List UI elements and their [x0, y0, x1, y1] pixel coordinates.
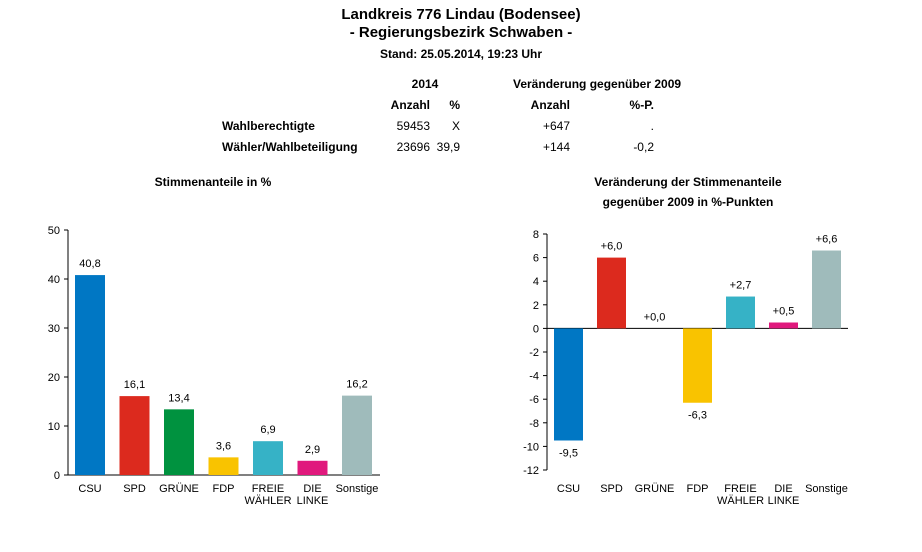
change-value-label: -6,3	[688, 410, 707, 422]
change-y-tick-label: 4	[533, 276, 539, 288]
change-y-tick-label: -2	[529, 347, 539, 359]
change-value-label: -9,5	[559, 448, 578, 460]
shares-category-label: WÄHLER	[244, 495, 291, 507]
shares-value-label: 16,2	[346, 379, 367, 391]
change-y-tick-label: -10	[523, 441, 539, 453]
shares-bar-csu	[75, 275, 105, 475]
shares-category-label: Sonstige	[336, 483, 379, 495]
table-header-chg-pct: %-P.	[629, 98, 654, 112]
shares-y-tick-label: 10	[48, 421, 60, 433]
change-category-label: Sonstige	[805, 483, 848, 495]
page-subtitle: - Regierungsbezirk Schwaben -	[349, 24, 573, 41]
shares-value-label: 16,1	[124, 379, 145, 391]
change-category-label: SPD	[600, 483, 623, 495]
chart-title-change: Veränderung der Stimmenanteile	[594, 175, 782, 189]
change-category-label: DIE	[774, 483, 792, 495]
change-bar-sonstige	[812, 250, 841, 329]
shares-y-tick-label: 30	[48, 323, 60, 335]
shares-bar-grüne	[164, 409, 194, 475]
change-bar-fdp	[683, 328, 712, 403]
table-header-anzahl: Anzahl	[390, 98, 430, 112]
change-value-label: +0,5	[773, 306, 795, 318]
row-chg-pct: .	[650, 119, 654, 133]
shares-y-tick-label: 50	[48, 225, 60, 237]
shares-bar-die-linke	[297, 460, 328, 475]
change-value-label: +0,0	[644, 311, 666, 323]
chart-title-shares: Stimmenanteile in %	[154, 175, 272, 189]
row-pct: X	[451, 119, 460, 133]
change-y-tick-label: 6	[533, 253, 539, 265]
shares-bar-freie-wähler	[253, 441, 283, 475]
shares-category-label: DIE	[303, 483, 321, 495]
change-category-label: FDP	[687, 483, 709, 495]
change-y-tick-label: -4	[529, 371, 539, 383]
shares-category-label: FREIE	[252, 483, 284, 495]
change-bar-spd	[597, 257, 626, 329]
row-label: Wähler/Wahlbeteiligung	[222, 140, 358, 154]
row-chg-pct: -0,2	[633, 140, 654, 154]
row-anzahl: 23696	[396, 140, 430, 154]
shares-y-tick-label: 20	[48, 372, 60, 384]
change-y-tick-label: 0	[533, 323, 539, 335]
change-category-label: FREIE	[724, 483, 756, 495]
change-y-tick-label: -8	[529, 418, 539, 430]
table-group-2014: 2014	[411, 77, 439, 91]
chart-subtitle-change: gegenüber 2009 in %-Punkten	[602, 195, 774, 209]
shares-category-label: LINKE	[297, 495, 329, 507]
shares-category-label: FDP	[213, 483, 235, 495]
change-y-tick-label: 2	[533, 300, 539, 312]
row-pct: 39,9	[436, 140, 460, 154]
row-chg-anzahl: +144	[542, 140, 570, 154]
shares-value-label: 40,8	[79, 258, 100, 270]
change-bar-csu	[554, 328, 583, 441]
shares-bar-sonstige	[342, 395, 372, 475]
change-y-tick-label: 8	[533, 229, 539, 241]
shares-category-label: CSU	[78, 483, 101, 495]
change-category-label: LINKE	[768, 495, 800, 507]
shares-y-tick-label: 0	[54, 470, 60, 482]
row-anzahl: 59453	[396, 119, 430, 133]
shares-value-label: 2,9	[305, 444, 320, 456]
shares-bar-fdp	[208, 457, 239, 475]
row-label: Wahlberechtigte	[222, 119, 315, 133]
shares-value-label: 3,6	[216, 440, 231, 452]
change-category-label: WÄHLER	[717, 495, 764, 507]
shares-category-label: GRÜNE	[159, 483, 199, 495]
change-y-tick-label: -12	[523, 465, 539, 477]
shares-bar-spd	[119, 396, 150, 475]
change-bar-freie-wähler	[726, 296, 755, 329]
table-header-pct: %	[449, 98, 460, 112]
table-header-chg-anzahl: Anzahl	[530, 98, 570, 112]
change-value-label: +6,6	[816, 234, 838, 246]
timestamp: Stand: 25.05.2014, 19:23 Uhr	[379, 47, 543, 61]
row-chg-anzahl: +647	[542, 119, 570, 133]
shares-value-label: 13,4	[168, 392, 189, 404]
shares-y-tick-label: 40	[48, 274, 60, 286]
change-value-label: +6,0	[601, 241, 623, 253]
change-value-label: +2,7	[730, 280, 752, 292]
shares-value-label: 6,9	[260, 424, 275, 436]
change-y-tick-label: -6	[529, 394, 539, 406]
table-group-change: Veränderung gegenüber 2009	[513, 77, 682, 91]
page-title: Landkreis 776 Lindau (Bodensee)	[341, 6, 581, 23]
shares-category-label: SPD	[123, 483, 146, 495]
change-category-label: GRÜNE	[635, 483, 675, 495]
change-bar-die-linke	[769, 322, 798, 329]
change-category-label: CSU	[557, 483, 580, 495]
